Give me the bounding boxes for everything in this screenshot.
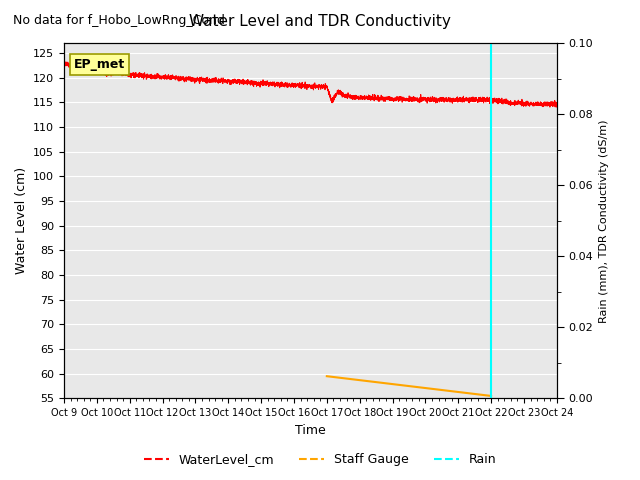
WaterLevel_cm xyxy=(553,101,561,107)
WaterLevel_cm xyxy=(546,104,554,110)
WaterLevel_cm xyxy=(294,83,302,89)
WaterLevel_cm xyxy=(271,80,279,86)
Text: EP_met: EP_met xyxy=(74,58,125,71)
WaterLevel_cm xyxy=(419,97,426,103)
Line: Staff Gauge: Staff Gauge xyxy=(327,376,491,396)
Text: No data for f_Hobo_LowRng_Cond: No data for f_Hobo_LowRng_Cond xyxy=(13,14,225,27)
Staff Gauge xyxy=(487,393,495,399)
WaterLevel_cm xyxy=(538,101,546,107)
Line: WaterLevel_cm: WaterLevel_cm xyxy=(64,61,557,107)
Y-axis label: Rain (mm), TDR Conductivity (dS/m): Rain (mm), TDR Conductivity (dS/m) xyxy=(599,119,609,323)
WaterLevel_cm xyxy=(513,99,521,105)
X-axis label: Time: Time xyxy=(295,424,326,437)
WaterLevel_cm xyxy=(60,60,68,65)
Legend: WaterLevel_cm, Staff Gauge, Rain: WaterLevel_cm, Staff Gauge, Rain xyxy=(138,448,502,471)
Staff Gauge xyxy=(323,373,331,379)
Y-axis label: Water Level (cm): Water Level (cm) xyxy=(15,167,28,275)
Text: Water Level and TDR Conductivity: Water Level and TDR Conductivity xyxy=(189,14,451,29)
WaterLevel_cm xyxy=(268,81,275,87)
WaterLevel_cm xyxy=(61,58,68,64)
